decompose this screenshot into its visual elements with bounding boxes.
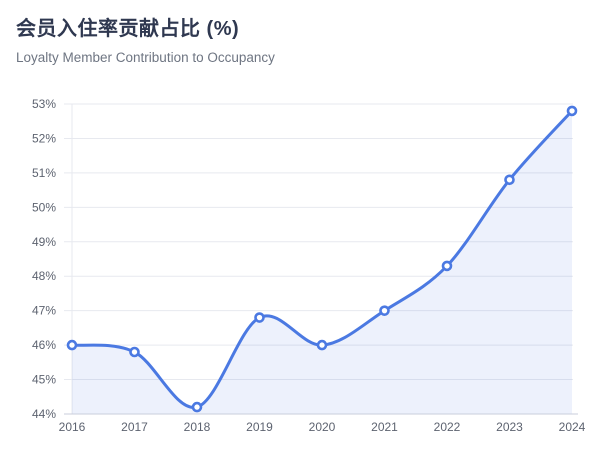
data-point-2022[interactable] bbox=[441, 260, 453, 272]
x-axis-tick-label: 2022 bbox=[434, 420, 461, 434]
data-point-2018[interactable] bbox=[191, 401, 203, 413]
y-axis-tick-label: 48% bbox=[32, 269, 56, 283]
x-axis-tick-label: 2021 bbox=[371, 420, 398, 434]
x-axis-tick-label: 2017 bbox=[121, 420, 148, 434]
y-axis-tick-label: 51% bbox=[32, 166, 56, 180]
x-axis-tick-label: 2018 bbox=[184, 420, 211, 434]
y-axis-tick-label: 52% bbox=[32, 131, 56, 145]
series-area-fill bbox=[72, 110, 572, 414]
data-point-2017[interactable] bbox=[129, 346, 140, 358]
y-axis-tick-label: 47% bbox=[32, 304, 56, 318]
x-axis-tick-label: 2020 bbox=[309, 420, 336, 434]
y-axis-tick-label: 45% bbox=[32, 373, 56, 387]
data-point-2020[interactable] bbox=[316, 339, 328, 351]
occupancy-line-chart[interactable]: 44% 45% 46% 47% 48% 49% 50% 51% 52% 53% 2016 2017 20… bbox=[0, 85, 600, 455]
x-axis-tick-label: 2023 bbox=[496, 420, 523, 434]
x-axis-tick-label: 2024 bbox=[559, 420, 586, 434]
data-point-2024[interactable] bbox=[566, 105, 578, 117]
data-point-2023[interactable] bbox=[504, 174, 515, 186]
x-axis-tick-label: 2016 bbox=[59, 420, 86, 434]
y-axis-tick-label: 49% bbox=[32, 235, 56, 249]
data-point-2016[interactable] bbox=[66, 339, 78, 351]
y-axis-tick-label: 44% bbox=[32, 407, 56, 421]
chart-title: 会员入住率贡献占比 (%) bbox=[16, 18, 240, 40]
x-axis-tick-label: 2019 bbox=[246, 420, 273, 434]
y-axis-tick-label: 46% bbox=[32, 338, 56, 352]
data-point-2021[interactable] bbox=[379, 305, 390, 316]
y-axis-tick-label: 50% bbox=[32, 200, 56, 214]
y-axis-tick-label: 53% bbox=[32, 97, 56, 111]
chart-subtitle: Loyalty Member Contribution to Occupancy bbox=[16, 50, 275, 65]
data-point-2019[interactable] bbox=[254, 312, 265, 323]
